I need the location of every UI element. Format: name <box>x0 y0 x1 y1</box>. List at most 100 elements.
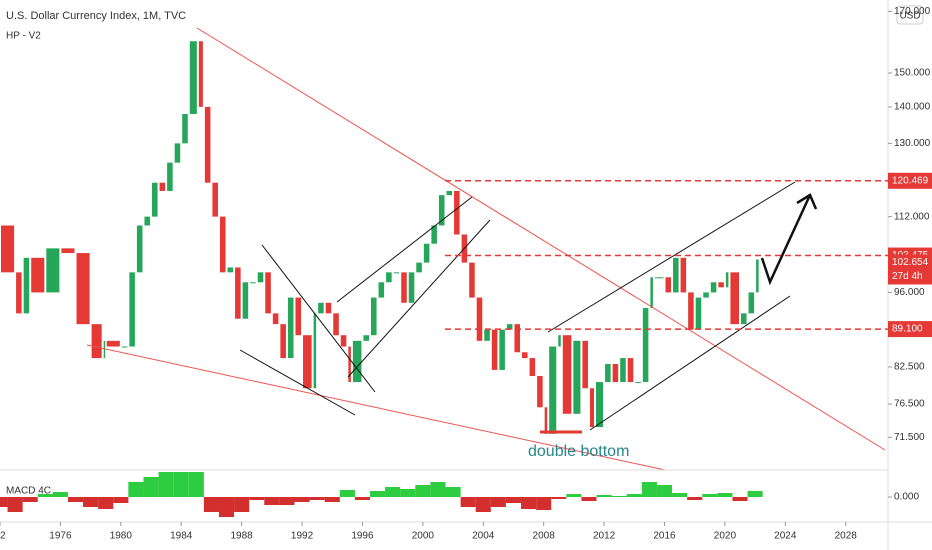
candle <box>333 313 339 336</box>
candle <box>352 340 362 383</box>
candle <box>680 257 687 293</box>
candle <box>408 272 415 303</box>
candle <box>159 182 166 191</box>
candle <box>537 375 543 408</box>
candle <box>287 297 294 359</box>
currency-badge[interactable] <box>896 5 924 25</box>
candle <box>612 363 619 383</box>
candle <box>303 335 312 389</box>
candle <box>695 297 702 330</box>
drawings <box>86 27 886 471</box>
histogram-bar <box>354 497 370 500</box>
histogram-bar <box>581 497 597 501</box>
candle <box>499 329 505 370</box>
x-tick-label: 1988 <box>231 531 254 542</box>
candle <box>549 346 557 434</box>
candle <box>204 106 211 183</box>
histogram-bar <box>83 497 99 507</box>
annotation: double bottom <box>528 443 629 460</box>
x-tick-label: 72 <box>0 531 6 542</box>
trend-line <box>347 219 491 378</box>
y-tick-label: 82.500 <box>894 362 925 373</box>
candle <box>401 272 407 303</box>
candle <box>393 272 400 274</box>
histogram-bar <box>234 497 250 512</box>
candle <box>182 113 188 144</box>
histogram-bar <box>264 497 280 505</box>
candle <box>167 162 173 191</box>
histogram-bar <box>279 497 295 505</box>
histogram-bar <box>536 497 552 510</box>
candle <box>280 324 286 359</box>
candle <box>198 41 203 107</box>
candle <box>76 253 90 325</box>
chart-title: U.S. Dollar Currency Index, 1M, TVC <box>6 10 186 22</box>
candle <box>514 324 521 353</box>
candle <box>741 313 747 325</box>
histogram-bar <box>385 487 401 497</box>
candle <box>295 297 302 336</box>
countdown: 27d 4h <box>892 271 923 282</box>
histogram-bar <box>173 472 189 497</box>
candle <box>665 277 672 293</box>
x-tick-label: 1976 <box>49 531 72 542</box>
histogram-bar <box>430 482 446 497</box>
candle <box>673 257 679 293</box>
candle <box>129 272 135 347</box>
y-tick-label: 170.000 <box>894 6 931 17</box>
candle <box>91 324 102 359</box>
y-tick-label: 112.000 <box>894 211 930 222</box>
trend-line <box>239 349 356 416</box>
histogram-bar <box>294 497 310 502</box>
histogram-bar <box>203 497 219 512</box>
histogram-bar <box>22 497 38 502</box>
candle <box>348 346 351 383</box>
candle <box>573 340 581 414</box>
histogram-bar <box>521 497 537 509</box>
histogram-bar <box>218 497 235 517</box>
x-tick-label: 2004 <box>472 531 495 542</box>
histogram-bar <box>611 496 627 497</box>
candle <box>227 267 234 273</box>
x-tick-label: 2008 <box>533 531 556 542</box>
histogram-bar <box>732 497 748 501</box>
candle <box>605 363 611 383</box>
candle <box>318 302 324 314</box>
histogram-bar <box>400 489 416 497</box>
histogram-bar <box>702 494 718 497</box>
candle <box>756 259 759 293</box>
candle <box>748 292 755 314</box>
candle <box>558 335 561 347</box>
candle <box>103 340 106 359</box>
candle <box>688 292 694 330</box>
y-tick-label: 130.000 <box>894 138 931 149</box>
candle <box>589 388 595 428</box>
histogram-bar <box>339 490 355 497</box>
candle <box>416 262 422 273</box>
histogram-bar <box>67 497 84 502</box>
histogram-bar <box>188 472 204 497</box>
candle <box>423 243 430 263</box>
histogram-bar <box>475 497 491 512</box>
candle <box>136 225 143 273</box>
candle <box>635 382 641 384</box>
x-tick-label: 1992 <box>291 531 314 542</box>
price-label: 89.100 <box>892 324 923 335</box>
candle <box>529 358 536 376</box>
candle <box>718 282 724 288</box>
histogram-bar <box>415 485 431 497</box>
x-tick-label: 2000 <box>412 531 435 542</box>
arrow <box>760 194 812 286</box>
candle <box>46 248 60 293</box>
trend-line <box>196 27 886 451</box>
candle <box>703 292 709 298</box>
candle <box>235 267 241 319</box>
histogram-bar <box>566 494 582 497</box>
histogram-bar <box>370 491 386 497</box>
x-tick-label: 2024 <box>774 531 797 542</box>
histogram-bar <box>747 491 763 497</box>
histogram-bar <box>687 497 703 500</box>
x-tick-label: 1980 <box>110 531 133 542</box>
x-tick-label: 2020 <box>714 531 737 542</box>
